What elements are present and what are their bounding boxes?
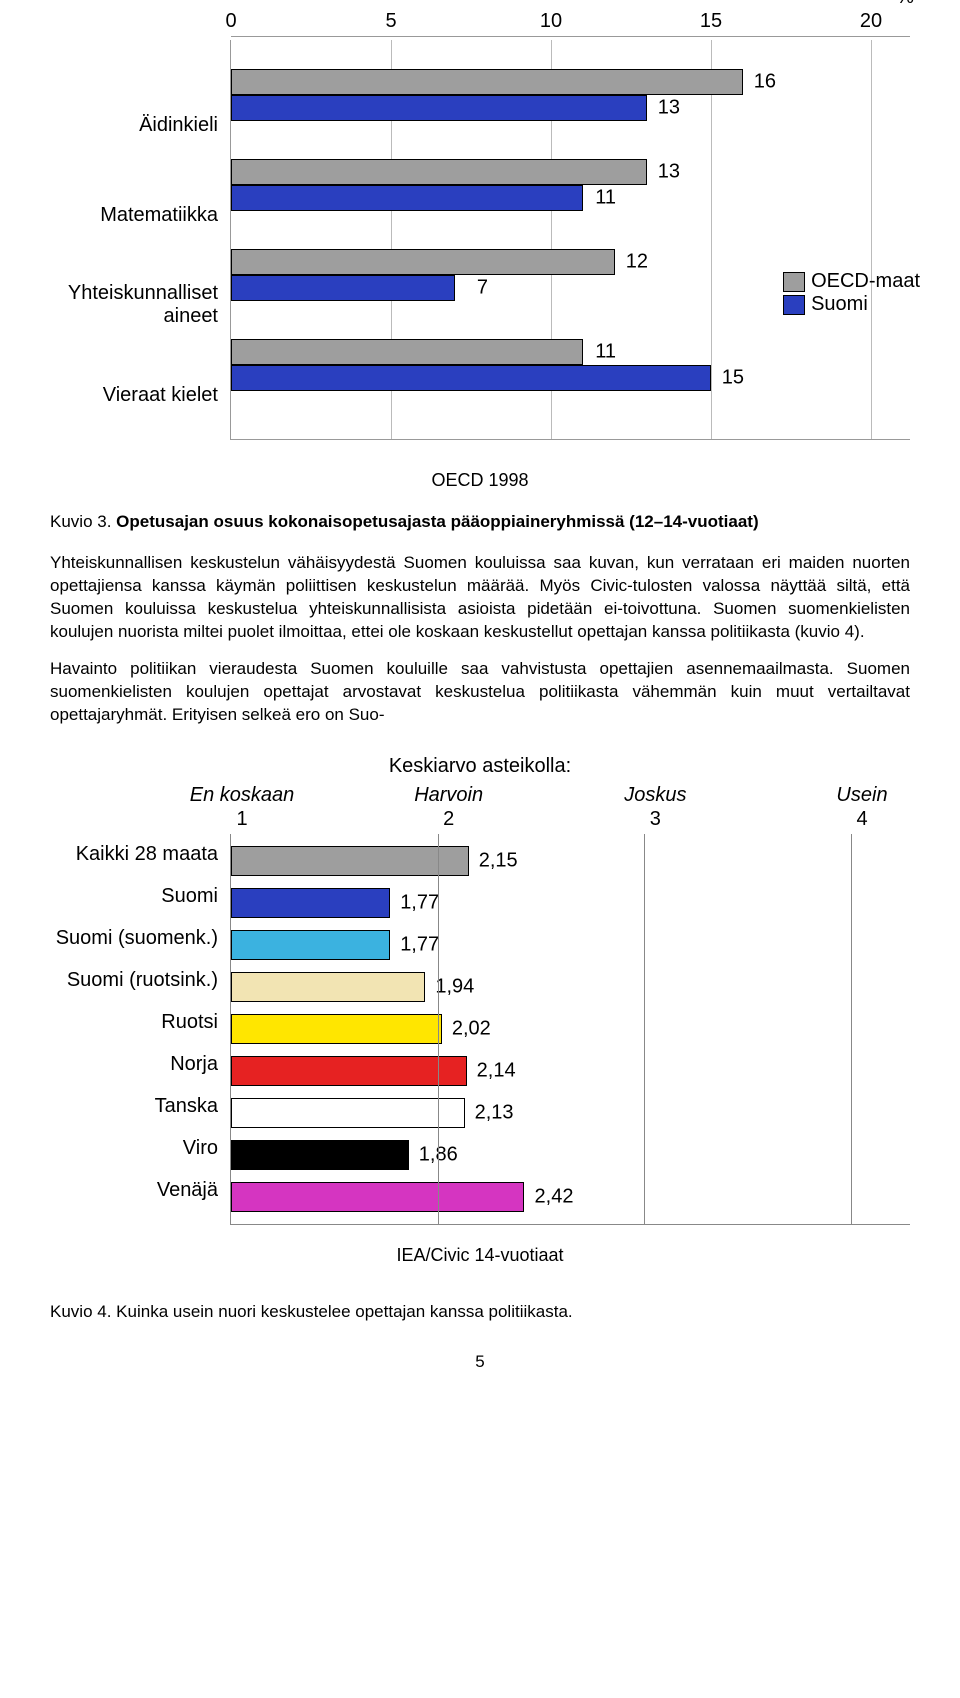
chart2-source: IEA/Civic 14-vuotiaat xyxy=(50,1245,910,1266)
chart1-row: 1115 xyxy=(231,320,910,410)
chart2-scale-label: Harvoin xyxy=(414,784,483,807)
chart2-plot: 2,15 1,77 1,77 1,94 2,02 2,14 2,13 1,86 2,42 xyxy=(230,834,910,1225)
chart2-bar-value: 1,94 xyxy=(435,975,474,998)
chart1-bar-value: 12 xyxy=(626,251,648,274)
chart1-x-axis: 05101520 xyxy=(231,10,910,40)
chart2-bar-value: 1,77 xyxy=(400,933,439,956)
paragraph-1: Yhteiskunnallisen keskustelun vähäisyyde… xyxy=(50,552,910,644)
chart2-bar-value: 2,15 xyxy=(479,849,518,872)
chart1-tick: 0 xyxy=(225,10,236,33)
chart2-scale-labels: En koskaan Harvoin Joskus Usein xyxy=(50,784,910,808)
chart1-category-labels: Äidinkieli Matematiikka Yhteiskunnallise… xyxy=(50,40,230,440)
chart2-bar: 2,02 xyxy=(231,1014,442,1044)
chart2-bar: 1,94 xyxy=(231,972,425,1002)
chart2-row: 2,14 xyxy=(231,1050,910,1092)
chart2-bar: 1,77 xyxy=(231,930,390,960)
chart2-scale-label: Usein xyxy=(836,784,887,807)
legend-oecd: OECD-maat xyxy=(783,270,920,293)
chart1-bar-value: 11 xyxy=(595,341,616,364)
chart2-bar: 1,86 xyxy=(231,1140,409,1170)
chart2-tick: 2 xyxy=(443,808,454,831)
chart1-legend: OECD-maat Suomi xyxy=(783,270,920,316)
chart1-bar-oecd: 11 xyxy=(231,339,583,365)
chart2-cat-label: Suomi xyxy=(50,876,230,918)
chart1-tick: 10 xyxy=(540,10,562,33)
chart2-bar: 1,77 xyxy=(231,888,390,918)
body-text: Yhteiskunnallisen keskustelun vähäisyyde… xyxy=(50,552,910,727)
chart1-bar-value: 15 xyxy=(722,367,744,390)
chart2-bar: 2,14 xyxy=(231,1056,467,1086)
chart1-bar-suomi: 13 xyxy=(231,95,647,121)
chart1-row: 1613 xyxy=(231,50,910,140)
chart1-plot: % 05101520 161313111271115 OECD-maat Suo… xyxy=(230,40,910,440)
chart2-scale-ticks: 1 2 3 4 xyxy=(50,808,910,834)
chart2-row: 2,13 xyxy=(231,1092,910,1134)
chart1-cat-0: Äidinkieli xyxy=(50,80,230,170)
chart2-tick: 1 xyxy=(236,808,247,831)
chart2-bar-value: 2,02 xyxy=(452,1017,491,1040)
chart1-unit: % xyxy=(896,0,914,9)
chart2-cat-label: Norja xyxy=(50,1044,230,1086)
chart1-cat-3: Vieraat kielet xyxy=(50,350,230,440)
chart1-bar-oecd: 12 xyxy=(231,249,615,275)
chart1-cat-1: Matematiikka xyxy=(50,170,230,260)
chart2-rows: 2,15 1,77 1,77 1,94 2,02 2,14 2,13 1,86 2,42 xyxy=(231,834,910,1224)
chart2-scale-label: En koskaan xyxy=(190,784,295,807)
chart1-tick: 5 xyxy=(385,10,396,33)
chart2-row: 2,15 xyxy=(231,840,910,882)
chart1-bar-value: 13 xyxy=(658,97,680,120)
chart2-category-labels: Kaikki 28 maataSuomiSuomi (suomenk.)Suom… xyxy=(50,834,230,1225)
chart1-bar-value: 7 xyxy=(477,277,488,300)
chart1-bar-oecd: 16 xyxy=(231,69,743,95)
chart1-cat-2: Yhteiskunnalliset aineet xyxy=(50,260,230,350)
chart2-row: 1,94 xyxy=(231,966,910,1008)
chart1-bar-suomi: 15 xyxy=(231,365,711,391)
chart1-source: OECD 1998 xyxy=(50,470,910,491)
paragraph-2: Havainto politiikan vieraudesta Suomen k… xyxy=(50,658,910,727)
chart2-cat-label: Viro xyxy=(50,1128,230,1170)
chart2-cat-label: Tanska xyxy=(50,1086,230,1128)
chart2-cat-label: Kaikki 28 maata xyxy=(50,834,230,876)
chart2-scale-title: Keskiarvo asteikolla: xyxy=(50,755,910,778)
chart2-row: 2,02 xyxy=(231,1008,910,1050)
chart2-row: 2,42 xyxy=(231,1176,910,1218)
chart1: Äidinkieli Matematiikka Yhteiskunnallise… xyxy=(50,40,910,440)
legend-suomi: Suomi xyxy=(783,293,920,316)
chart2-tick: 4 xyxy=(856,808,867,831)
page-number: 5 xyxy=(50,1352,910,1372)
chart2-row: 1,86 xyxy=(231,1134,910,1176)
chart2-cat-label: Venäjä xyxy=(50,1170,230,1212)
chart2-bar-value: 2,14 xyxy=(477,1059,516,1082)
chart1-bar-oecd: 13 xyxy=(231,159,647,185)
chart1-bar-suomi: 11 xyxy=(231,185,583,211)
chart2-row: 1,77 xyxy=(231,924,910,966)
chart1-row: 1311 xyxy=(231,140,910,230)
chart1-bar-suomi: 7 xyxy=(231,275,455,301)
chart2: Keskiarvo asteikolla: En koskaan Harvoin J… xyxy=(50,755,910,1266)
chart2-bar-value: 1,77 xyxy=(400,891,439,914)
chart1-tick: 15 xyxy=(700,10,722,33)
chart1-rows: 161313111271115 xyxy=(231,50,910,410)
chart2-tick: 3 xyxy=(650,808,661,831)
chart2-bar-value: 2,42 xyxy=(535,1185,574,1208)
chart2-cat-label: Suomi (ruotsink.) xyxy=(50,960,230,1002)
chart2-bar: 2,42 xyxy=(231,1182,524,1212)
chart2-bar: 2,15 xyxy=(231,846,469,876)
chart1-bar-value: 16 xyxy=(754,71,776,94)
chart1-bar-value: 11 xyxy=(595,187,616,210)
chart1-caption: Kuvio 3. Opetusajan osuus kokonaisopetus… xyxy=(50,511,910,534)
chart1-tick: 20 xyxy=(860,10,882,33)
chart2-cat-label: Suomi (suomenk.) xyxy=(50,918,230,960)
chart1-bar-value: 13 xyxy=(658,161,680,184)
chart2-bar-value: 2,13 xyxy=(475,1101,514,1124)
chart2-cat-label: Ruotsi xyxy=(50,1002,230,1044)
chart2-scale-label: Joskus xyxy=(624,784,686,807)
chart2-bar: 2,13 xyxy=(231,1098,465,1128)
chart2-row: 1,77 xyxy=(231,882,910,924)
chart2-caption: Kuvio 4. Kuinka usein nuori keskustelee … xyxy=(50,1302,910,1322)
